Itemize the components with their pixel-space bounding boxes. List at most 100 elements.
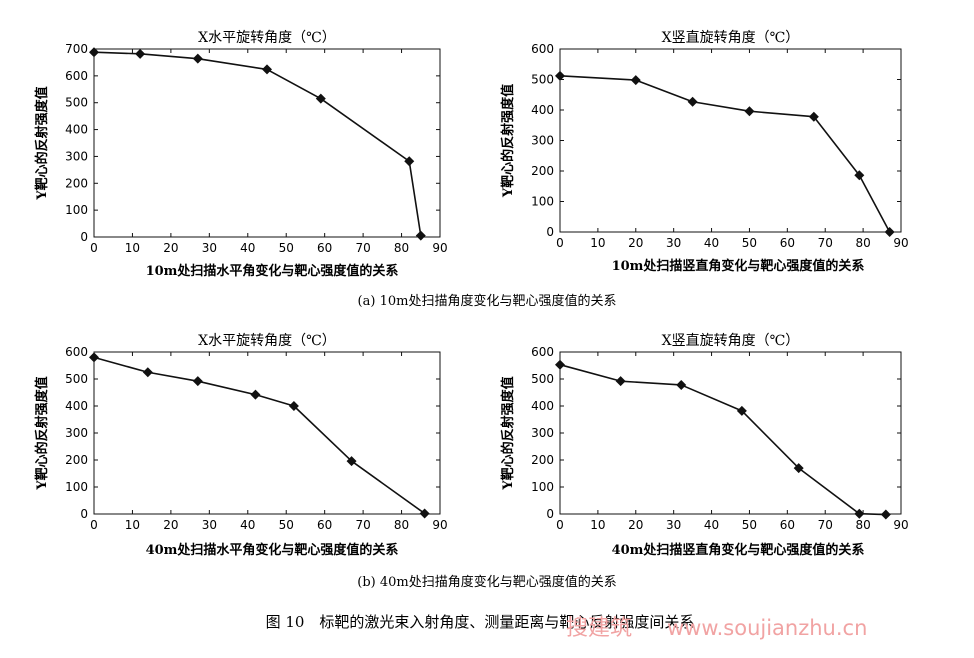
- y-tick-label: 200: [65, 453, 88, 467]
- y-tick-label: 0: [80, 230, 88, 244]
- series-line: [93, 51, 422, 236]
- data-point: [192, 53, 203, 64]
- y-axis-label: Y靶心的反射强度值: [500, 376, 516, 490]
- x-tick-label: 60: [780, 236, 795, 250]
- data-point: [315, 93, 326, 104]
- subcaption-b: (b) 40m处扫描角度变化与靶心强度值的关系: [357, 574, 616, 590]
- x-tick-label: 40: [240, 241, 255, 255]
- data-point: [880, 509, 891, 520]
- y-tick-label: 100: [65, 203, 88, 217]
- y-tick-label: 600: [65, 69, 88, 83]
- figure-caption: 图 10 标靶的激光束入射角度、测量距离与靶心反射强度间关系: [266, 613, 695, 631]
- data-point: [89, 47, 99, 58]
- data-point: [250, 389, 261, 400]
- x-tick-label: 80: [855, 236, 870, 250]
- x-tick-label: 40: [704, 236, 719, 250]
- data-point: [262, 64, 272, 75]
- chart-title: X竖直旋转角度（℃）: [662, 332, 800, 349]
- x-tick-label: 50: [279, 241, 294, 255]
- x-tick-label: 40: [240, 518, 255, 532]
- data-point: [346, 456, 357, 467]
- y-tick-label: 200: [65, 176, 88, 190]
- x-tick-label: 70: [818, 518, 833, 532]
- x-tick-label: 80: [855, 518, 870, 532]
- series-line: [559, 75, 891, 233]
- data-point: [89, 352, 99, 363]
- data-point: [736, 405, 747, 416]
- data-point: [192, 376, 203, 387]
- data-point: [135, 48, 146, 59]
- chart-panel-3: X水平旋转角度（℃） Y靶心的反射强度值 40m处扫描水平角变化与靶心强度值的关系 0…: [34, 333, 448, 558]
- y-axis-label: Y靶心的反射强度值: [34, 376, 50, 490]
- y-tick-label: 300: [531, 134, 554, 148]
- y-tick-label: 100: [531, 480, 554, 494]
- y-tick-label: 100: [65, 480, 88, 494]
- data-point: [404, 156, 415, 167]
- x-tick-label: 50: [742, 518, 757, 532]
- data-point: [884, 227, 895, 237]
- data-point: [615, 376, 626, 387]
- y-tick-label: 200: [531, 453, 554, 467]
- data-point: [793, 463, 804, 474]
- x-tick-label: 30: [666, 236, 681, 250]
- chart-title: X水平旋转角度（℃）: [198, 333, 336, 349]
- plot-frame: [93, 351, 441, 515]
- data-point: [687, 96, 698, 107]
- x-tick-label: 50: [279, 518, 294, 532]
- data-point: [676, 379, 687, 390]
- chart-panel-1: X水平旋转角度（℃） Y靶心的反射强度值 10m处扫描水平角变化与靶心强度值的关系 0…: [34, 30, 448, 279]
- x-tick-label: 80: [394, 241, 409, 255]
- plot-frame: [559, 48, 902, 233]
- x-axis-label: 10m处扫描竖直角变化与靶心强度值的关系: [612, 258, 865, 274]
- y-tick-label: 400: [65, 399, 88, 413]
- y-tick-label: 500: [65, 96, 88, 110]
- x-axis-label: 40m处扫描竖直角变化与靶心强度值的关系: [612, 542, 865, 558]
- x-tick-label: 10: [125, 518, 140, 532]
- y-axis-label: Y靶心的反射强度值: [34, 86, 50, 200]
- watermark-brand: 搜建筑: [566, 616, 632, 641]
- y-tick-label: 500: [531, 73, 554, 87]
- data-point: [854, 170, 865, 181]
- x-tick-label: 70: [818, 236, 833, 250]
- chart-title: X竖直旋转角度（℃）: [662, 29, 800, 46]
- y-tick-label: 0: [546, 225, 554, 239]
- data-point: [808, 111, 819, 122]
- y-tick-label: 100: [531, 195, 554, 209]
- chart-panels: X水平旋转角度（℃） Y靶心的反射强度值 10m处扫描水平角变化与靶心强度值的关系 0…: [34, 29, 909, 558]
- subcaption-a: (a) 10m处扫描角度变化与靶心强度值的关系: [358, 293, 617, 309]
- y-tick-label: 600: [531, 42, 554, 56]
- plot-frame: [93, 48, 441, 238]
- series-line: [559, 363, 886, 516]
- y-tick-label: 500: [65, 372, 88, 386]
- x-tick-label: 10: [590, 236, 605, 250]
- y-tick-label: 300: [65, 149, 88, 163]
- chart-title: X水平旋转角度（℃）: [198, 30, 336, 46]
- y-tick-label: 0: [546, 507, 554, 521]
- series-line: [93, 356, 426, 515]
- x-tick-label: 20: [628, 518, 643, 532]
- y-tick-label: 600: [65, 345, 88, 359]
- y-tick-label: 0: [80, 507, 88, 521]
- data-point: [744, 106, 755, 117]
- x-tick-label: 0: [556, 518, 564, 532]
- y-tick-label: 300: [65, 426, 88, 440]
- y-tick-label: 400: [65, 123, 88, 137]
- x-tick-label: 0: [90, 241, 98, 255]
- x-tick-label: 60: [780, 518, 795, 532]
- x-tick-label: 0: [556, 236, 564, 250]
- x-tick-label: 20: [163, 241, 178, 255]
- chart-panel-4: X竖直旋转角度（℃） Y靶心的反射强度值 40m处扫描竖直角变化与靶心强度值的关系 0…: [500, 332, 909, 558]
- plot-frame: [559, 351, 902, 515]
- x-tick-label: 70: [355, 241, 370, 255]
- x-tick-label: 20: [163, 518, 178, 532]
- y-tick-label: 400: [531, 103, 554, 117]
- watermark-url: www.soujianzhu.cn: [667, 616, 867, 640]
- x-tick-label: 0: [90, 518, 98, 532]
- x-tick-label: 50: [742, 236, 757, 250]
- y-tick-label: 700: [65, 42, 88, 56]
- data-point: [142, 367, 153, 378]
- y-tick-label: 200: [531, 164, 554, 178]
- x-tick-label: 30: [202, 241, 217, 255]
- x-axis-label: 40m处扫描水平角变化与靶心强度值的关系: [146, 542, 399, 558]
